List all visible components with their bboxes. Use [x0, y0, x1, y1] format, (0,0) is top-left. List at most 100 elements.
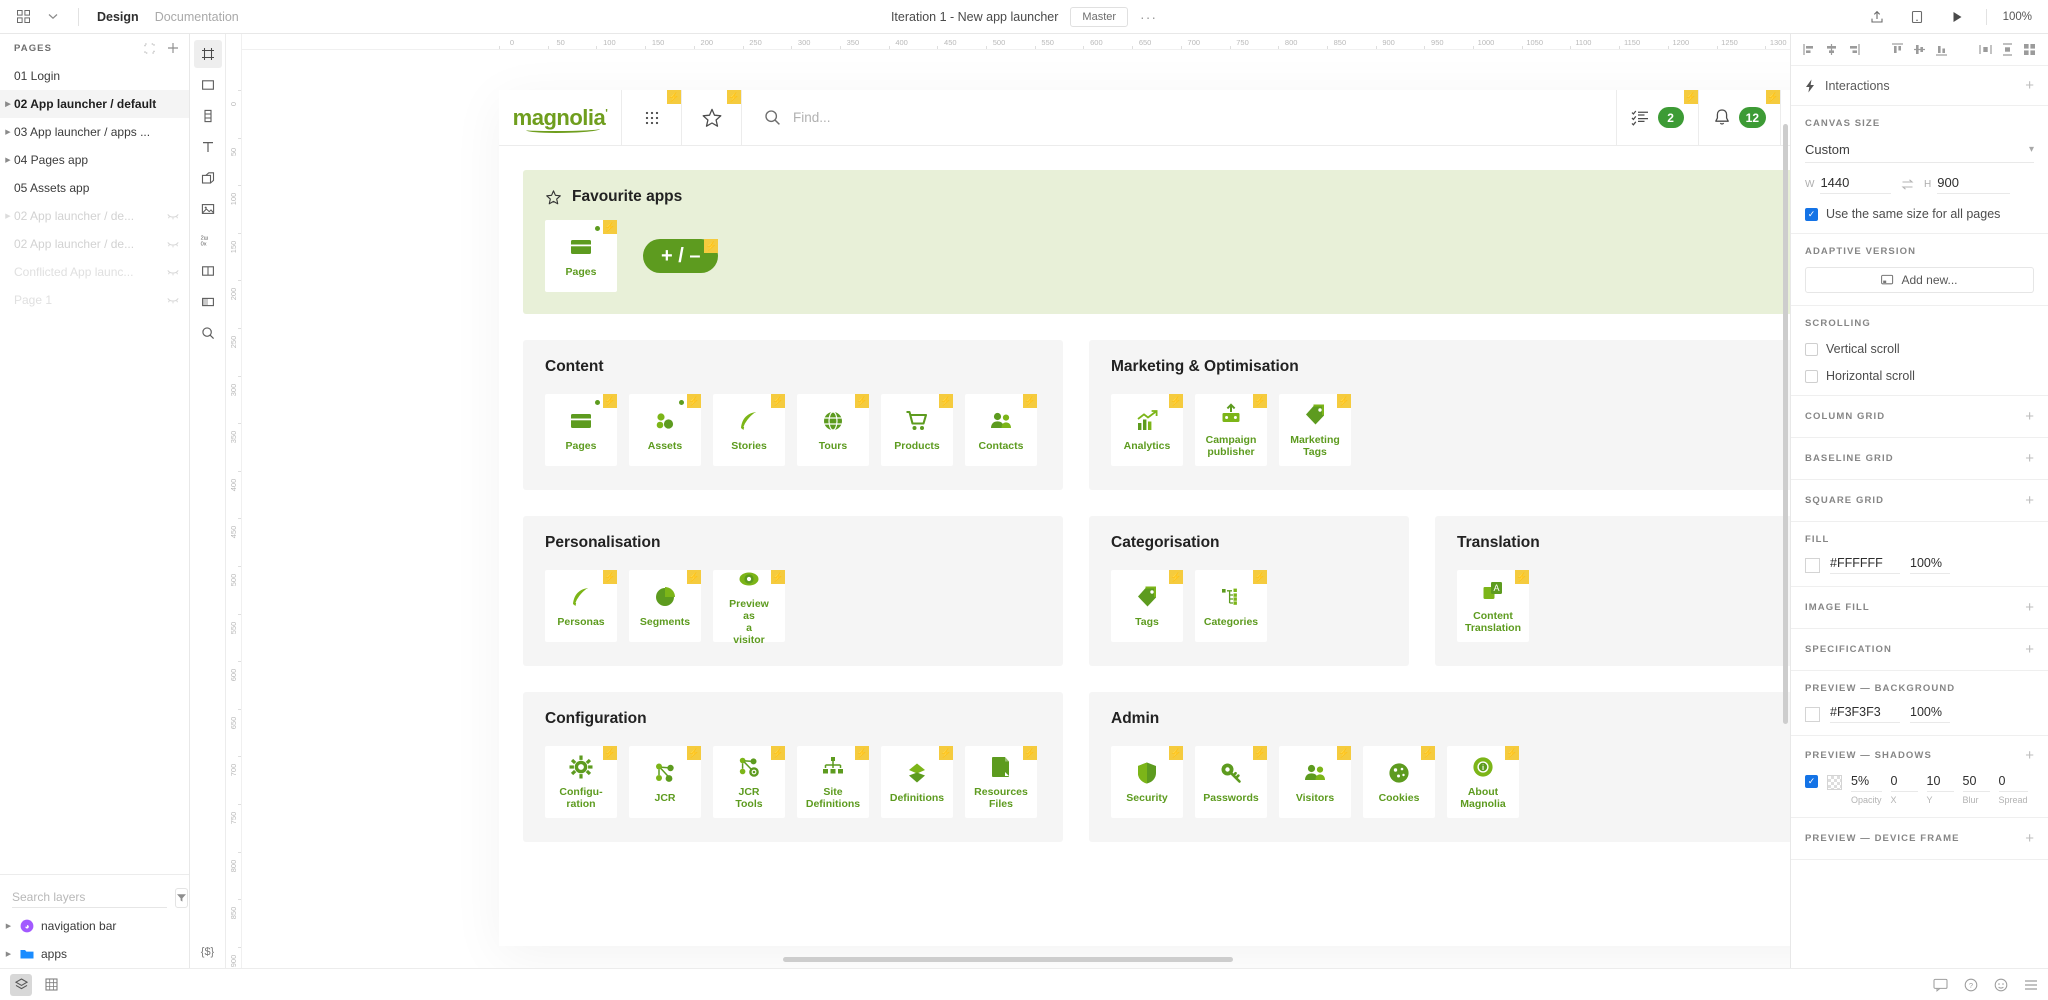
app-tile[interactable]: ⚡ Configu-ration [545, 746, 617, 818]
vertical-scroll-row[interactable]: Vertical scroll [1805, 342, 2034, 356]
add-baseline-grid-button[interactable]: + [2025, 450, 2034, 467]
feedback-icon[interactable] [1994, 978, 2008, 992]
app-tile[interactable]: ⚡ Analytics [1111, 394, 1183, 466]
shadow-field[interactable]: 5% Opacity [1851, 774, 1882, 805]
layer-row[interactable]: ▶ apps [0, 940, 189, 968]
expand-caret-icon[interactable]: ▶ [5, 101, 11, 108]
preview-device-frame-section[interactable]: PREVIEW — DEVICE FRAME + [1791, 818, 2048, 860]
hidden-eye-icon[interactable] [167, 267, 179, 277]
app-tile[interactable]: ⚡ JCR Tools [713, 746, 785, 818]
canvas-width-field[interactable]: W 1440 [1805, 175, 1891, 194]
app-tile[interactable]: ⚡ A Content Translation [1457, 570, 1529, 642]
specification-section[interactable]: SPECIFICATION + [1791, 629, 2048, 671]
app-tile[interactable]: ⚡ Tours [797, 394, 869, 466]
search-input[interactable] [793, 110, 1093, 125]
filter-icon[interactable] [175, 887, 188, 908]
app-tile[interactable]: ⚡ Pages [545, 394, 617, 466]
export-icon[interactable] [1864, 4, 1890, 30]
plus-icon[interactable] [167, 42, 179, 54]
grid-toggle-icon[interactable] [40, 974, 62, 996]
app-tile[interactable]: ⚡ Site Definitions [797, 746, 869, 818]
chevron-down-icon[interactable] [40, 4, 66, 30]
zoom-tool[interactable] [194, 319, 222, 347]
shadow-color-swatch[interactable] [1827, 775, 1842, 790]
add-column-grid-button[interactable]: + [2025, 408, 2034, 425]
shadow-enabled-checkbox[interactable]: ✓ [1805, 775, 1818, 788]
add-square-grid-button[interactable]: + [2025, 492, 2034, 509]
shape-tool[interactable] [194, 164, 222, 192]
app-tile[interactable]: ⚡ Pages [545, 220, 617, 292]
canvas-height-field[interactable]: H 900 [1924, 175, 2010, 194]
page-row[interactable]: Page 1 [0, 286, 189, 314]
magnolia-logo[interactable]: magnolia' [499, 90, 621, 145]
code-tool[interactable]: {$} [200, 946, 215, 958]
fill-opacity-value[interactable]: 100% [1910, 556, 1950, 574]
fill-color-swatch[interactable] [1805, 557, 1820, 573]
app-tile[interactable]: ⚡ Definitions [881, 746, 953, 818]
zoom-level[interactable]: 100% [2002, 10, 2032, 23]
apps-grid-button[interactable]: ⚡ [621, 90, 681, 145]
image-tool[interactable] [194, 195, 222, 223]
horizontal-scroll-checkbox[interactable] [1805, 369, 1818, 383]
master-badge[interactable]: Master [1070, 6, 1129, 27]
app-tile[interactable]: ⚡ Cookies [1363, 746, 1435, 818]
comment-icon[interactable] [1933, 978, 1948, 992]
shadow-field[interactable]: 50 Blur [1962, 774, 1990, 805]
layers-toggle-icon[interactable] [10, 973, 32, 996]
page-row[interactable]: ▶ 02 App launcher / default [0, 90, 189, 118]
app-tile[interactable]: ⚡ Marketing Tags [1279, 394, 1351, 466]
page-row[interactable]: Conflicted App launc... [0, 258, 189, 286]
app-tile[interactable]: ⚡ Personas [545, 570, 617, 642]
same-size-checkbox[interactable]: ✓ [1805, 207, 1818, 221]
hidden-eye-icon[interactable] [167, 239, 179, 249]
app-tile[interactable]: ⚡ Preview as a visitor [713, 570, 785, 646]
app-tile[interactable]: ⚡ Segments [629, 570, 701, 642]
baseline-grid-section[interactable]: BASELINE GRID + [1791, 438, 2048, 480]
grid-menu-icon[interactable] [10, 4, 36, 30]
tab-design[interactable]: Design [97, 9, 139, 24]
app-tile[interactable]: ⚡ Tags [1111, 570, 1183, 642]
expand-caret-icon[interactable]: ▶ [5, 951, 12, 958]
preview-background-opacity[interactable]: 100% [1910, 705, 1950, 723]
app-tile[interactable]: ⚡ Passwords [1195, 746, 1267, 818]
align-right-icon[interactable] [1843, 39, 1865, 61]
add-image-fill-button[interactable]: + [2025, 599, 2034, 616]
page-row[interactable]: 02 App launcher / de... [0, 230, 189, 258]
notifications-button[interactable]: ⚡ 12 [1697, 90, 1780, 145]
app-tile[interactable]: ⚡ Categories [1195, 570, 1267, 642]
layer-row[interactable]: ▶ ◕ navigation bar [0, 912, 189, 940]
preview-background-swatch[interactable] [1805, 706, 1820, 722]
horizontal-scroll-row[interactable]: Horizontal scroll [1805, 369, 2034, 383]
shadow-field[interactable]: 0 Spread [1998, 774, 2028, 805]
align-top-icon[interactable] [1887, 39, 1909, 61]
align-bottom-icon[interactable] [1930, 39, 1952, 61]
vertical-scroll-checkbox[interactable] [1805, 342, 1818, 356]
mask2-tool[interactable] [194, 288, 222, 316]
mask-tool[interactable] [194, 257, 222, 285]
expand-icon[interactable] [144, 42, 155, 54]
shadow-field[interactable]: 10 Y [1926, 774, 1954, 805]
column-grid-section[interactable]: COLUMN GRID + [1791, 396, 2048, 438]
app-tile[interactable]: ⚡ Resources Files [965, 746, 1037, 818]
square-grid-section[interactable]: SQUARE GRID + [1791, 480, 2048, 522]
expand-caret-icon[interactable]: ▶ [5, 923, 12, 930]
menu-icon[interactable] [2024, 979, 2038, 991]
app-tile[interactable]: ⚡ Stories [713, 394, 785, 466]
app-tile[interactable]: ⚡ Products [881, 394, 953, 466]
add-remove-apps-button[interactable]: ⚡ + / – [643, 239, 719, 273]
fill-color-value[interactable]: #FFFFFF [1830, 556, 1900, 574]
play-icon[interactable] [1944, 4, 1970, 30]
search-layers-input[interactable] [12, 887, 167, 908]
align-center-h-icon[interactable] [1821, 39, 1843, 61]
add-device-frame-button[interactable]: + [2025, 830, 2034, 847]
canvas-size-preset-select[interactable]: Custom ▾ [1805, 137, 2034, 163]
hidden-eye-icon[interactable] [167, 211, 179, 221]
frame-tool[interactable] [193, 40, 222, 68]
expand-caret-icon[interactable]: ▶ [5, 129, 11, 136]
app-tile[interactable]: ⚡ i About Magnolia [1447, 746, 1519, 818]
image-fill-section[interactable]: IMAGE FILL + [1791, 587, 2048, 629]
same-size-row[interactable]: ✓ Use the same size for all pages [1805, 207, 2034, 221]
app-tile[interactable]: ⚡ Assets [629, 394, 701, 466]
app-tile[interactable]: ⚡ Visitors [1279, 746, 1351, 818]
page-row[interactable]: ▶ 04 Pages app [0, 146, 189, 174]
